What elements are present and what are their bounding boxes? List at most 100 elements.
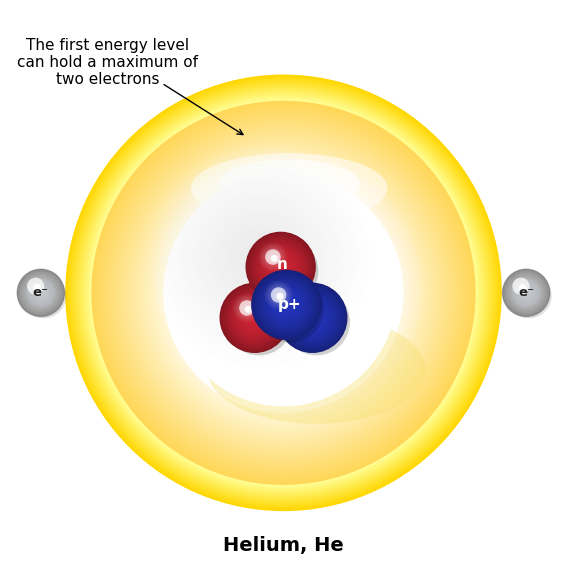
Circle shape bbox=[23, 275, 59, 311]
Circle shape bbox=[219, 229, 348, 357]
Circle shape bbox=[209, 219, 358, 367]
Circle shape bbox=[275, 293, 298, 316]
Circle shape bbox=[248, 258, 319, 328]
Circle shape bbox=[273, 259, 289, 275]
Circle shape bbox=[97, 106, 470, 480]
Circle shape bbox=[181, 190, 386, 396]
Circle shape bbox=[40, 292, 41, 293]
Circle shape bbox=[265, 252, 296, 282]
Circle shape bbox=[505, 272, 547, 314]
Circle shape bbox=[284, 290, 340, 346]
Circle shape bbox=[261, 271, 305, 315]
Circle shape bbox=[235, 299, 274, 337]
Circle shape bbox=[248, 235, 313, 299]
Circle shape bbox=[259, 278, 314, 332]
Circle shape bbox=[284, 289, 341, 346]
Circle shape bbox=[277, 282, 348, 353]
Circle shape bbox=[116, 126, 451, 460]
Circle shape bbox=[70, 79, 497, 507]
Circle shape bbox=[166, 164, 356, 353]
Circle shape bbox=[526, 292, 527, 293]
Circle shape bbox=[168, 177, 399, 408]
Circle shape bbox=[170, 179, 397, 407]
Circle shape bbox=[242, 305, 268, 331]
Circle shape bbox=[200, 198, 321, 320]
Circle shape bbox=[27, 278, 55, 307]
Circle shape bbox=[309, 314, 316, 321]
Circle shape bbox=[220, 283, 289, 353]
Circle shape bbox=[249, 312, 260, 324]
Circle shape bbox=[257, 276, 324, 342]
Circle shape bbox=[85, 94, 482, 491]
Circle shape bbox=[253, 240, 308, 295]
Circle shape bbox=[235, 245, 332, 341]
Circle shape bbox=[71, 80, 496, 506]
Circle shape bbox=[273, 259, 288, 274]
Circle shape bbox=[513, 280, 540, 306]
Circle shape bbox=[101, 111, 466, 475]
Circle shape bbox=[21, 273, 66, 318]
Circle shape bbox=[177, 187, 390, 398]
Circle shape bbox=[233, 296, 276, 339]
Circle shape bbox=[170, 168, 352, 350]
Circle shape bbox=[276, 262, 286, 272]
Circle shape bbox=[229, 238, 338, 347]
Circle shape bbox=[133, 142, 434, 444]
Text: Helium, He: Helium, He bbox=[223, 536, 344, 555]
Circle shape bbox=[257, 276, 315, 334]
Circle shape bbox=[257, 244, 304, 291]
Circle shape bbox=[227, 291, 282, 345]
Circle shape bbox=[26, 278, 56, 308]
Circle shape bbox=[130, 139, 437, 447]
Circle shape bbox=[163, 173, 404, 413]
Circle shape bbox=[179, 188, 388, 398]
Circle shape bbox=[271, 255, 278, 262]
Circle shape bbox=[280, 298, 293, 311]
Circle shape bbox=[142, 151, 425, 435]
Circle shape bbox=[238, 302, 271, 334]
Circle shape bbox=[39, 291, 43, 295]
Circle shape bbox=[256, 242, 305, 292]
Circle shape bbox=[268, 278, 299, 308]
Circle shape bbox=[155, 164, 412, 422]
Circle shape bbox=[253, 317, 256, 319]
Circle shape bbox=[304, 310, 320, 325]
Circle shape bbox=[158, 167, 409, 418]
Circle shape bbox=[203, 212, 364, 374]
Circle shape bbox=[253, 262, 314, 324]
Circle shape bbox=[276, 295, 297, 315]
Circle shape bbox=[307, 312, 318, 324]
Circle shape bbox=[268, 287, 304, 323]
Circle shape bbox=[180, 189, 387, 397]
Circle shape bbox=[161, 171, 406, 415]
Circle shape bbox=[26, 278, 56, 307]
Circle shape bbox=[89, 99, 478, 487]
Circle shape bbox=[293, 299, 332, 337]
Circle shape bbox=[18, 270, 64, 316]
Circle shape bbox=[137, 147, 430, 439]
Circle shape bbox=[238, 236, 284, 281]
Circle shape bbox=[28, 281, 53, 305]
Circle shape bbox=[274, 260, 287, 273]
Circle shape bbox=[121, 130, 446, 455]
Circle shape bbox=[506, 273, 547, 313]
Circle shape bbox=[113, 122, 454, 463]
Circle shape bbox=[290, 295, 335, 340]
Circle shape bbox=[250, 237, 311, 298]
Circle shape bbox=[125, 135, 442, 451]
Circle shape bbox=[69, 78, 498, 508]
Circle shape bbox=[202, 211, 365, 375]
Circle shape bbox=[278, 287, 289, 298]
Circle shape bbox=[234, 233, 287, 285]
Circle shape bbox=[22, 274, 60, 312]
Circle shape bbox=[282, 292, 285, 294]
Circle shape bbox=[184, 194, 383, 392]
Circle shape bbox=[24, 276, 57, 310]
Circle shape bbox=[268, 286, 305, 324]
Circle shape bbox=[188, 197, 379, 389]
Circle shape bbox=[141, 150, 426, 436]
Circle shape bbox=[253, 251, 268, 266]
Circle shape bbox=[502, 269, 550, 317]
Circle shape bbox=[36, 288, 45, 298]
Circle shape bbox=[185, 183, 336, 335]
